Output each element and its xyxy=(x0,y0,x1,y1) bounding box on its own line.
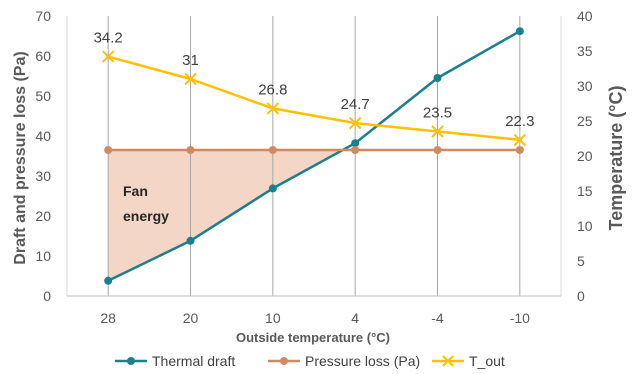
series-line-thermal-draft xyxy=(107,30,521,282)
fan-energy-region-layer xyxy=(108,150,343,281)
legend-label-pressure-loss: Pressure loss (Pa) xyxy=(305,353,420,369)
right-y-tick-10: 10 xyxy=(577,218,593,234)
data-labels: 34.2 31 26.8 24.7 23.5 22.3 xyxy=(94,30,535,130)
legend-label-thermal-draft: Thermal draft xyxy=(152,353,235,369)
fan-energy-label-line-2: energy xyxy=(123,208,169,224)
point-t-out-10 xyxy=(513,133,527,147)
fan-energy-label-line-1: Fan xyxy=(123,183,148,199)
gridlines xyxy=(66,16,562,297)
legend-label-t-out: T_out xyxy=(469,353,505,369)
left-y-axis-title: Draft and pressure loss (Pa) xyxy=(12,51,29,264)
data-label-t-out-28: 34.2 xyxy=(94,30,123,47)
legend-marker-thermal-draft xyxy=(127,357,135,365)
right-y-tick-40: 40 xyxy=(577,8,593,24)
point-t-out-4 xyxy=(431,125,444,138)
left-y-tick-30: 30 xyxy=(35,168,51,184)
right-y-tick-30: 30 xyxy=(577,78,593,94)
legend: Thermal draft Pressure loss (Pa) T_out xyxy=(115,353,505,369)
series-markers xyxy=(101,27,527,285)
x-tick-4: -4 xyxy=(431,310,444,326)
point-thermal-draft-4 xyxy=(351,139,360,148)
point-pressure-loss-pa-28 xyxy=(104,146,113,154)
left-y-tick-20: 20 xyxy=(35,208,51,224)
right-y-tick-5: 5 xyxy=(577,253,585,269)
x-tick-4: 4 xyxy=(351,310,359,326)
data-label-t-out-20: 31 xyxy=(182,52,199,69)
legend-marker-pressure-loss xyxy=(280,357,288,365)
x-axis-title: Outside temperature (°C) xyxy=(236,330,390,345)
point-thermal-draft-10 xyxy=(515,27,524,36)
point-t-out-4 xyxy=(348,116,362,130)
point-thermal-draft-28 xyxy=(104,276,113,285)
fan-energy-region xyxy=(108,150,343,281)
left-y-tick-60: 60 xyxy=(35,48,51,64)
legend-item-thermal-draft: Thermal draft xyxy=(115,353,235,369)
left-y-tick-0: 0 xyxy=(43,288,51,304)
series-lines xyxy=(107,30,521,282)
right-y-tick-35: 35 xyxy=(577,43,593,59)
data-label-t-out-10: 26.8 xyxy=(258,81,287,98)
point-pressure-loss-pa-20 xyxy=(186,146,195,154)
x-tick-10: 10 xyxy=(265,310,281,326)
series-line-t-out xyxy=(107,55,520,142)
data-label-t-out-4: 23.5 xyxy=(423,105,452,122)
x-tick-20: 20 xyxy=(183,310,199,326)
legend-item-t-out: T_out xyxy=(432,353,505,369)
left-y-tick-10: 10 xyxy=(35,248,51,264)
data-label-t-out-4: 24.7 xyxy=(341,96,370,113)
right-y-tick-labels: 0 5 10 15 20 25 30 35 40 xyxy=(577,8,593,304)
point-t-out-10 xyxy=(266,102,280,115)
right-y-tick-25: 25 xyxy=(577,113,593,129)
point-pressure-loss-pa-10 xyxy=(268,146,277,154)
right-y-tick-0: 0 xyxy=(577,288,585,304)
left-y-tick-50: 50 xyxy=(35,88,51,104)
point-t-out-28 xyxy=(101,50,115,63)
right-y-tick-15: 15 xyxy=(577,183,593,199)
point-pressure-loss-pa-4 xyxy=(433,146,442,154)
legend-item-pressure-loss: Pressure loss (Pa) xyxy=(268,353,420,369)
left-y-tick-labels: 0 10 20 30 40 50 60 70 xyxy=(35,8,51,304)
x-tick-28: 28 xyxy=(100,310,116,326)
x-tick-10: -10 xyxy=(510,310,530,326)
right-y-tick-20: 20 xyxy=(577,148,593,164)
point-pressure-loss-pa-10 xyxy=(515,146,524,154)
x-tick-labels: 28 20 10 4 -4 -10 xyxy=(100,310,530,326)
point-thermal-draft-10 xyxy=(268,184,277,193)
point-thermal-draft-4 xyxy=(433,74,442,82)
right-y-axis-title: Temperature (°C) xyxy=(606,86,626,231)
point-t-out-20 xyxy=(184,72,197,86)
data-label-t-out-10: 22.3 xyxy=(505,113,534,130)
point-pressure-loss-pa-4 xyxy=(351,146,360,154)
left-y-tick-70: 70 xyxy=(35,8,51,24)
left-y-tick-40: 40 xyxy=(35,128,51,144)
point-thermal-draft-20 xyxy=(186,236,195,245)
legend-marker-t-out xyxy=(442,355,454,367)
